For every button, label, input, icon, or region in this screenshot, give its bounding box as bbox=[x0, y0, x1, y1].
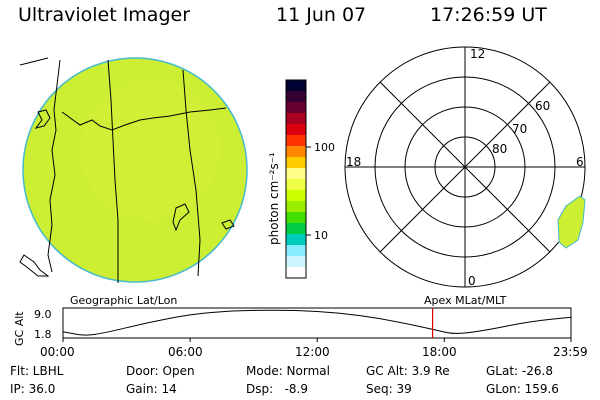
colorbar-segment bbox=[286, 102, 306, 114]
colorbar-tick-label-10: 10 bbox=[314, 229, 328, 242]
colorbar-segment bbox=[286, 113, 306, 125]
info-filter: Flt: LBHL bbox=[10, 364, 64, 378]
colorbar bbox=[286, 80, 306, 279]
polar-lat-label-70: 70 bbox=[512, 122, 527, 136]
timeline-y-tick-low: 1.8 bbox=[34, 328, 52, 341]
info-glat: GLat: -26.8 bbox=[486, 364, 553, 378]
colorbar-segment bbox=[286, 80, 306, 92]
polar-label-12: 12 bbox=[470, 47, 485, 61]
colorbar-segment bbox=[286, 146, 306, 158]
colorbar-segment bbox=[286, 190, 306, 202]
info-glon: GLon: 159.6 bbox=[486, 382, 559, 396]
polar-label-6: 6 bbox=[576, 155, 584, 169]
colorbar-segment bbox=[286, 212, 306, 224]
timeline-x-tick-label-1800: 18:00 bbox=[422, 345, 457, 359]
colorbar-segment bbox=[286, 256, 306, 268]
timeline-x-tick-label-0600: 06:00 bbox=[168, 345, 203, 359]
polar-aurora-patch bbox=[557, 195, 586, 249]
info-seq: Seq: 39 bbox=[366, 382, 412, 396]
colorbar-segment bbox=[286, 135, 306, 147]
timeline-x-ticks bbox=[62, 338, 572, 342]
timeline-y-axis-title: GC Alt bbox=[13, 311, 26, 346]
polar-grid bbox=[344, 46, 586, 288]
timeline-frame bbox=[62, 307, 572, 339]
timeline-x-tick-label-1200: 12:00 bbox=[295, 345, 330, 359]
info-mode: Mode: Normal bbox=[246, 364, 330, 378]
colorbar-segment bbox=[286, 201, 306, 213]
coastlines bbox=[19, 57, 235, 283]
page-title: Ultraviolet Imager bbox=[18, 4, 191, 26]
polar-lat-label-80: 80 bbox=[492, 142, 507, 156]
info-ip: IP: 36.0 bbox=[10, 382, 56, 396]
timeline-right-caption: Apex MLat/MLT bbox=[424, 294, 507, 307]
timeline-x-tick-label-0000: 00:00 bbox=[40, 345, 75, 359]
colorbar-frame bbox=[285, 79, 307, 279]
info-gc-alt: GC Alt: 3.9 Re bbox=[366, 364, 450, 378]
info-gain: Gain: 14 bbox=[126, 382, 177, 396]
timeline-y-tick-high: 9.0 bbox=[34, 308, 52, 321]
colorbar-segment bbox=[286, 234, 306, 246]
colorbar-segment bbox=[286, 168, 306, 180]
time-label: 17:26:59 UT bbox=[430, 4, 547, 26]
colorbar-segment bbox=[286, 91, 306, 103]
colorbar-segment bbox=[286, 267, 306, 279]
colorbar-segment bbox=[286, 179, 306, 191]
polar-label-18: 18 bbox=[346, 155, 361, 169]
colorbar-tick-label-100: 100 bbox=[314, 141, 335, 154]
timeline-left-caption: Geographic Lat/Lon bbox=[70, 294, 177, 307]
timeline-x-tick-label-2359: 23:59 bbox=[553, 345, 588, 359]
polar-lat-label-60: 60 bbox=[535, 99, 550, 113]
polar-label-0: 0 bbox=[468, 274, 476, 288]
colorbar-segment bbox=[286, 245, 306, 257]
colorbar-segment bbox=[286, 223, 306, 235]
colorbar-segment bbox=[286, 124, 306, 136]
colorbar-unit-label: photon cm⁻²s⁻¹ bbox=[267, 152, 281, 245]
colorbar-segment bbox=[286, 157, 306, 169]
altitude-series-line bbox=[62, 309, 571, 336]
info-door: Door: Open bbox=[126, 364, 195, 378]
date-label: 11 Jun 07 bbox=[276, 4, 367, 26]
info-dsp: Dsp: -8.9 bbox=[246, 382, 309, 396]
